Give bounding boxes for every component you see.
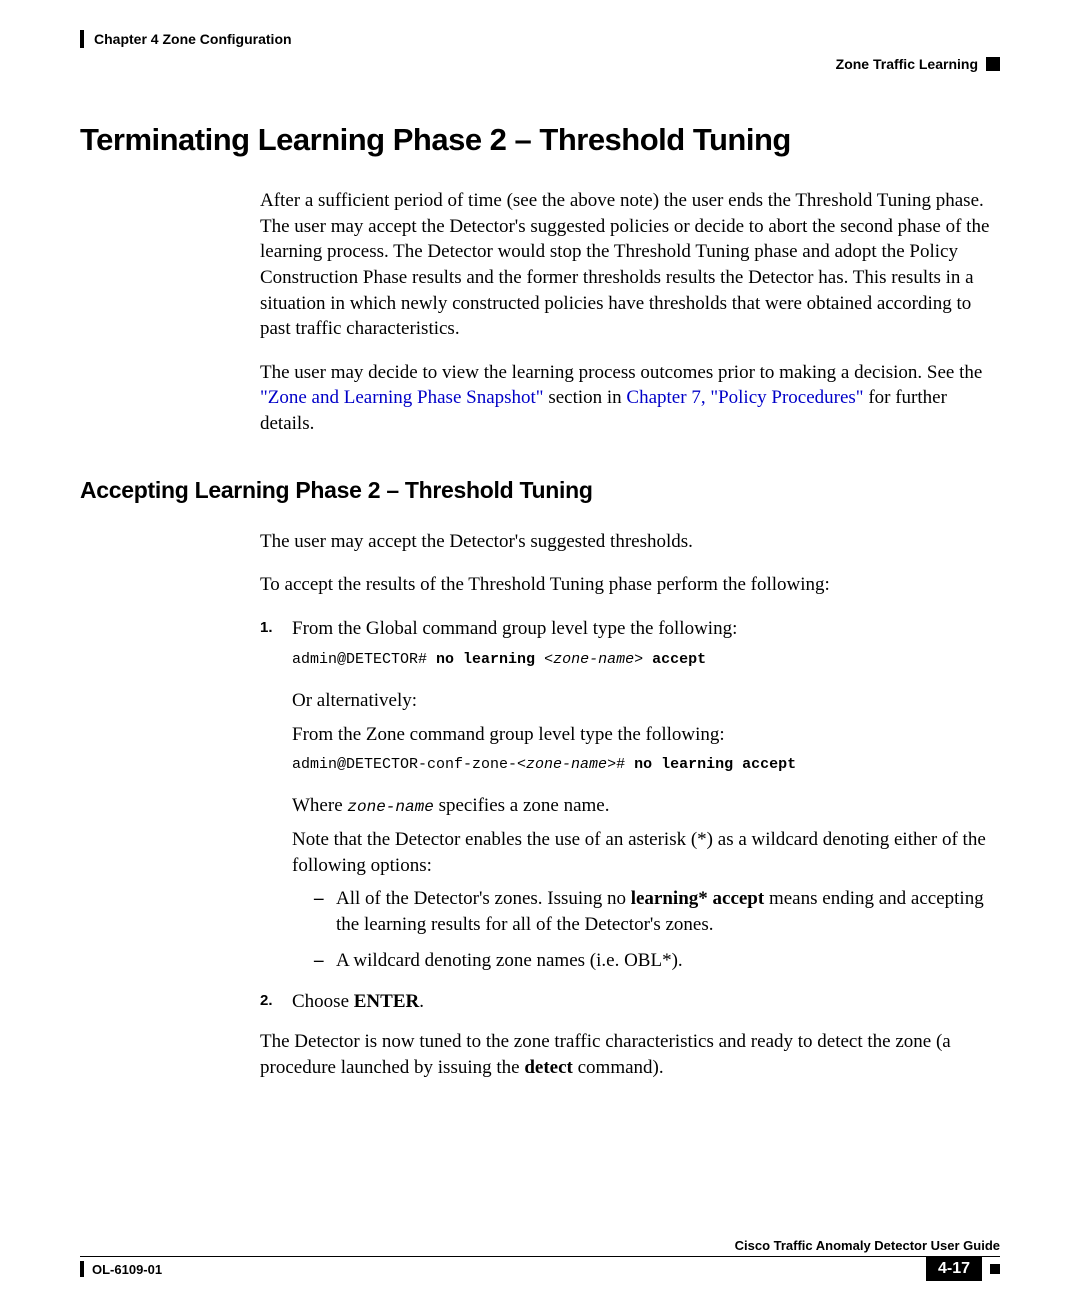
code1-plain: admin@DETECTOR# [292, 651, 436, 668]
step2-bold: ENTER [354, 991, 419, 1012]
where-mono: zone-name [347, 798, 433, 816]
para5-bold: detect [524, 1057, 573, 1078]
dash1-bold: learning* accept [631, 888, 765, 909]
code-block-1: admin@DETECTOR# no learning <zone-name> … [292, 650, 1000, 670]
footer-guide-label: Cisco Traffic Anomaly Detector User Guid… [735, 1238, 1000, 1253]
para2-text-a: The user may decide to view the learning… [260, 362, 982, 383]
footer-doc-label: OL-6109-01 [92, 1262, 162, 1277]
step-2-content: Choose ENTER. [292, 989, 1000, 1023]
code1-italic: <zone-name> [544, 651, 643, 668]
code2-c: ># [607, 756, 625, 773]
step2-text: Choose ENTER. [292, 989, 1000, 1015]
dash-item-1: – All of the Detector's zones. Issuing n… [314, 886, 1000, 937]
footer-square-icon [990, 1264, 1000, 1274]
footer-top: Cisco Traffic Anomaly Detector User Guid… [80, 1238, 1000, 1253]
code2-b: zone-name [526, 756, 607, 773]
where-a: Where [292, 795, 347, 816]
paragraph-2: The user may decide to view the learning… [260, 360, 1000, 437]
step1-where: Where zone-name specifies a zone name. [292, 793, 1000, 819]
paragraph-5: The Detector is now tuned to the zone tr… [260, 1029, 1000, 1080]
step1-text2: From the Zone command group level type t… [292, 722, 1000, 748]
step1-alt: Or alternatively: [292, 688, 1000, 714]
dash-icon: – [314, 948, 326, 974]
sub-heading: Accepting Learning Phase 2 – Threshold T… [80, 477, 1000, 504]
header-square-icon [986, 57, 1000, 71]
dash-item-2: – A wildcard denoting zone names (i.e. O… [314, 948, 1000, 974]
footer-bottom: OL-6109-01 4-17 [80, 1257, 1000, 1281]
footer-bar-icon [80, 1261, 84, 1277]
code1-bold2: accept [643, 651, 706, 668]
step-1-content: From the Global command group level type… [292, 616, 1000, 983]
dash-icon: – [314, 886, 326, 937]
step1-text: From the Global command group level type… [292, 616, 1000, 642]
step2-a: Choose [292, 991, 354, 1012]
footer-right: 4-17 [926, 1257, 1000, 1281]
paragraph-1: After a sufficient period of time (see t… [260, 188, 1000, 342]
step-1-number: 1. [260, 616, 278, 983]
ordered-list: 1. From the Global command group level t… [260, 616, 1000, 1023]
chapter-label: Chapter 4 Zone Configuration [94, 31, 292, 47]
dash1-a: All of the Detector's zones. Issuing no [336, 888, 631, 909]
step2-b: . [419, 991, 424, 1012]
code2-bold: no learning accept [625, 756, 796, 773]
main-heading: Terminating Learning Phase 2 – Threshold… [80, 122, 1000, 158]
header-bar-icon [80, 30, 84, 48]
code1-bold1: no learning [436, 651, 544, 668]
link-snapshot[interactable]: "Zone and Learning Phase Snapshot" [260, 387, 544, 408]
step-2: 2. Choose ENTER. [260, 989, 1000, 1023]
section-label: Zone Traffic Learning [836, 56, 978, 72]
dash-list: – All of the Detector's zones. Issuing n… [314, 886, 1000, 973]
dash2: A wildcard denoting zone names (i.e. OBL… [336, 948, 683, 974]
dash1-content: All of the Detector's zones. Issuing no … [336, 886, 1000, 937]
page-footer: Cisco Traffic Anomaly Detector User Guid… [80, 1238, 1000, 1281]
code2-a: admin@DETECTOR-conf-zone-< [292, 756, 526, 773]
header-chapter-row: Chapter 4 Zone Configuration [80, 30, 1000, 48]
where-b: specifies a zone name. [434, 795, 610, 816]
link-chapter7[interactable]: Chapter 7, "Policy Procedures" [626, 387, 863, 408]
para2-text-b: section in [544, 387, 627, 408]
page-number: 4-17 [926, 1257, 982, 1281]
page-header: Chapter 4 Zone Configuration Zone Traffi… [80, 30, 1000, 72]
step-1: 1. From the Global command group level t… [260, 616, 1000, 983]
paragraph-4: To accept the results of the Threshold T… [260, 572, 1000, 598]
step-2-number: 2. [260, 989, 278, 1023]
paragraph-3: The user may accept the Detector's sugge… [260, 529, 1000, 555]
footer-left: OL-6109-01 [80, 1257, 162, 1277]
para5-b: command). [573, 1057, 664, 1078]
step1-note: Note that the Detector enables the use o… [292, 827, 1000, 878]
header-section-row: Zone Traffic Learning [80, 56, 1000, 72]
code-block-2: admin@DETECTOR-conf-zone-<zone-name># no… [292, 755, 1000, 775]
